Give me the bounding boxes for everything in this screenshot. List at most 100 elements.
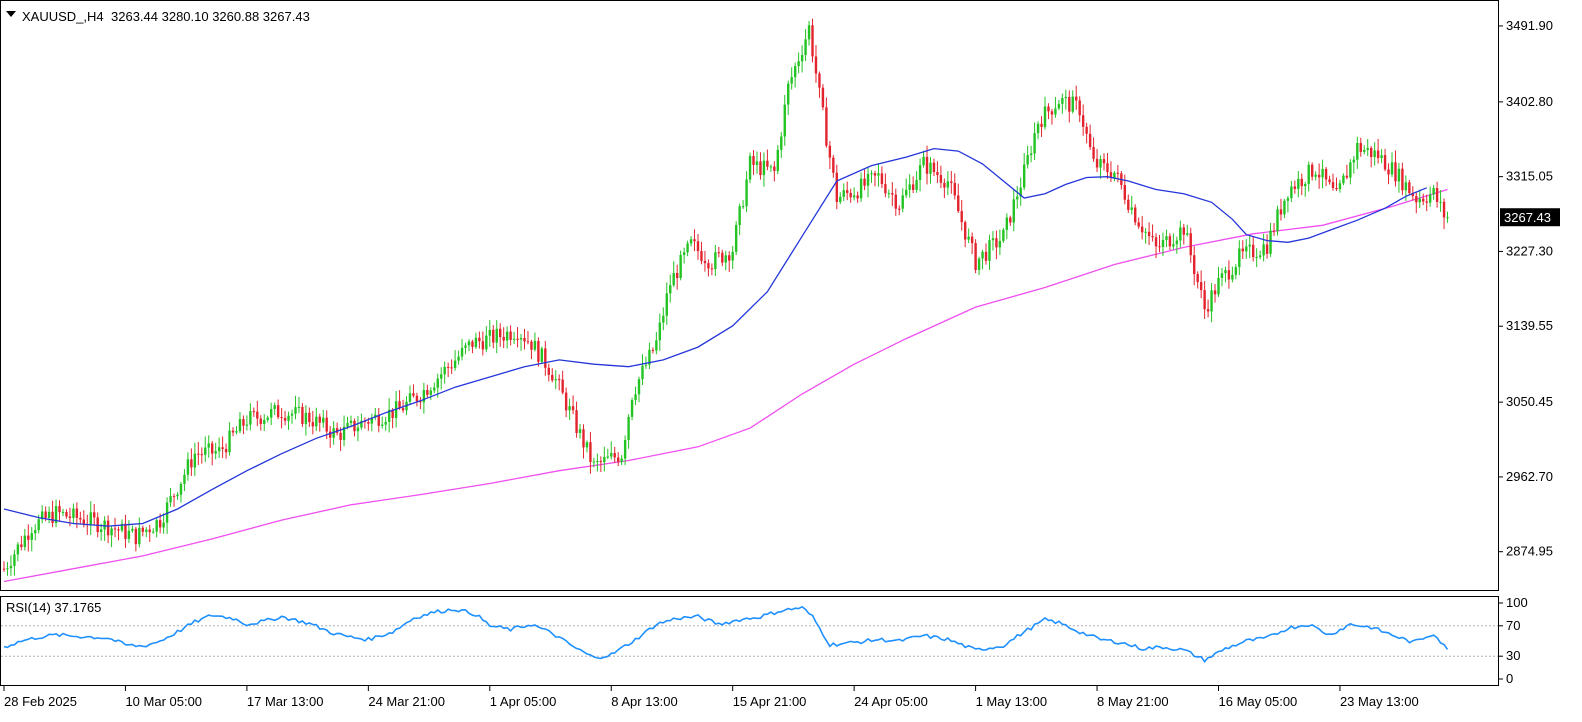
candle-body	[873, 173, 877, 176]
ma-slow-line	[3, 188, 1448, 583]
candle	[249, 403, 252, 431]
candle	[1047, 103, 1050, 120]
candle-body	[419, 401, 422, 403]
candle	[1435, 181, 1439, 208]
rsi-tick-label: 70	[1506, 618, 1520, 633]
candle-body	[1116, 172, 1120, 174]
candle	[1366, 138, 1369, 157]
candle	[1446, 211, 1449, 223]
candle	[634, 386, 637, 406]
candle	[1317, 163, 1321, 189]
candle-body	[842, 190, 845, 197]
candle-body	[1040, 123, 1043, 127]
candle-body	[117, 529, 120, 531]
candle	[1335, 177, 1338, 191]
candle	[974, 239, 977, 274]
candle	[1363, 145, 1366, 155]
candle	[1258, 250, 1262, 260]
candle	[1394, 150, 1397, 187]
candle-body	[526, 341, 530, 343]
candle-body	[1314, 174, 1317, 177]
candle-body	[211, 443, 214, 454]
candle	[995, 230, 998, 260]
candle-body	[807, 25, 811, 40]
candle-body	[592, 461, 596, 463]
price-tick-label: 3227.30	[1506, 243, 1553, 258]
candle-body	[571, 406, 575, 411]
candle-body	[190, 459, 193, 468]
candle-body	[1043, 106, 1047, 127]
candle	[446, 362, 450, 378]
candle	[717, 246, 721, 258]
candle	[946, 171, 950, 196]
candle-body	[1206, 309, 1210, 312]
candle-body	[120, 523, 124, 531]
candle-body	[509, 331, 512, 340]
candle-body	[1411, 193, 1415, 197]
triangle-down-icon[interactable]	[6, 11, 16, 17]
candle-body	[426, 389, 429, 395]
candle-body	[1085, 126, 1088, 134]
candle	[172, 493, 176, 507]
candle-body	[349, 420, 353, 423]
candle	[1262, 233, 1265, 262]
candle	[398, 390, 401, 410]
candle	[207, 435, 210, 458]
candle-body	[887, 193, 891, 195]
candle-body	[200, 454, 203, 456]
candle	[1026, 145, 1029, 169]
candle-body	[512, 338, 516, 340]
candle	[745, 171, 748, 213]
candle-body	[544, 348, 547, 368]
candle-body	[276, 405, 280, 418]
candle	[492, 325, 495, 349]
candle	[311, 410, 315, 435]
candle-body	[134, 528, 138, 545]
candle-body	[783, 104, 786, 137]
candle	[773, 161, 776, 182]
candle-body	[856, 195, 859, 199]
candle-body	[825, 107, 828, 146]
candle-body	[377, 414, 380, 426]
candle	[460, 339, 464, 361]
candle-body	[1172, 244, 1175, 247]
candle	[1064, 89, 1068, 110]
candle-body	[1321, 168, 1324, 178]
candle-body	[818, 73, 821, 88]
candle-body	[995, 238, 998, 248]
candle-body	[641, 365, 644, 380]
candle	[537, 337, 540, 367]
candle-body	[800, 54, 804, 62]
ma-slow-layer	[3, 188, 1448, 583]
candle-body	[780, 136, 783, 150]
candle-body	[328, 431, 332, 438]
candle	[138, 517, 141, 548]
candle	[967, 228, 970, 244]
candle-body	[2, 568, 6, 570]
candle-body	[651, 349, 655, 351]
candle	[1005, 213, 1009, 240]
candle	[832, 154, 835, 178]
candle	[710, 263, 714, 276]
candle	[1033, 122, 1036, 160]
candle-body	[672, 272, 675, 286]
candle-body	[1047, 106, 1050, 112]
candle	[856, 191, 859, 203]
candle-body	[499, 328, 502, 338]
candle-body	[1182, 227, 1185, 235]
candle-body	[537, 340, 540, 362]
candle	[1293, 180, 1297, 194]
candle	[693, 229, 696, 252]
candle-body	[585, 442, 589, 448]
candle	[1415, 191, 1418, 214]
candle-body	[721, 252, 724, 263]
candle-body	[627, 416, 630, 441]
candle-body	[561, 379, 564, 393]
candle	[339, 427, 342, 452]
candle	[1040, 116, 1043, 137]
candle	[689, 236, 693, 247]
candle-body	[835, 172, 838, 202]
candle-body	[162, 522, 165, 528]
candle	[1227, 260, 1231, 289]
